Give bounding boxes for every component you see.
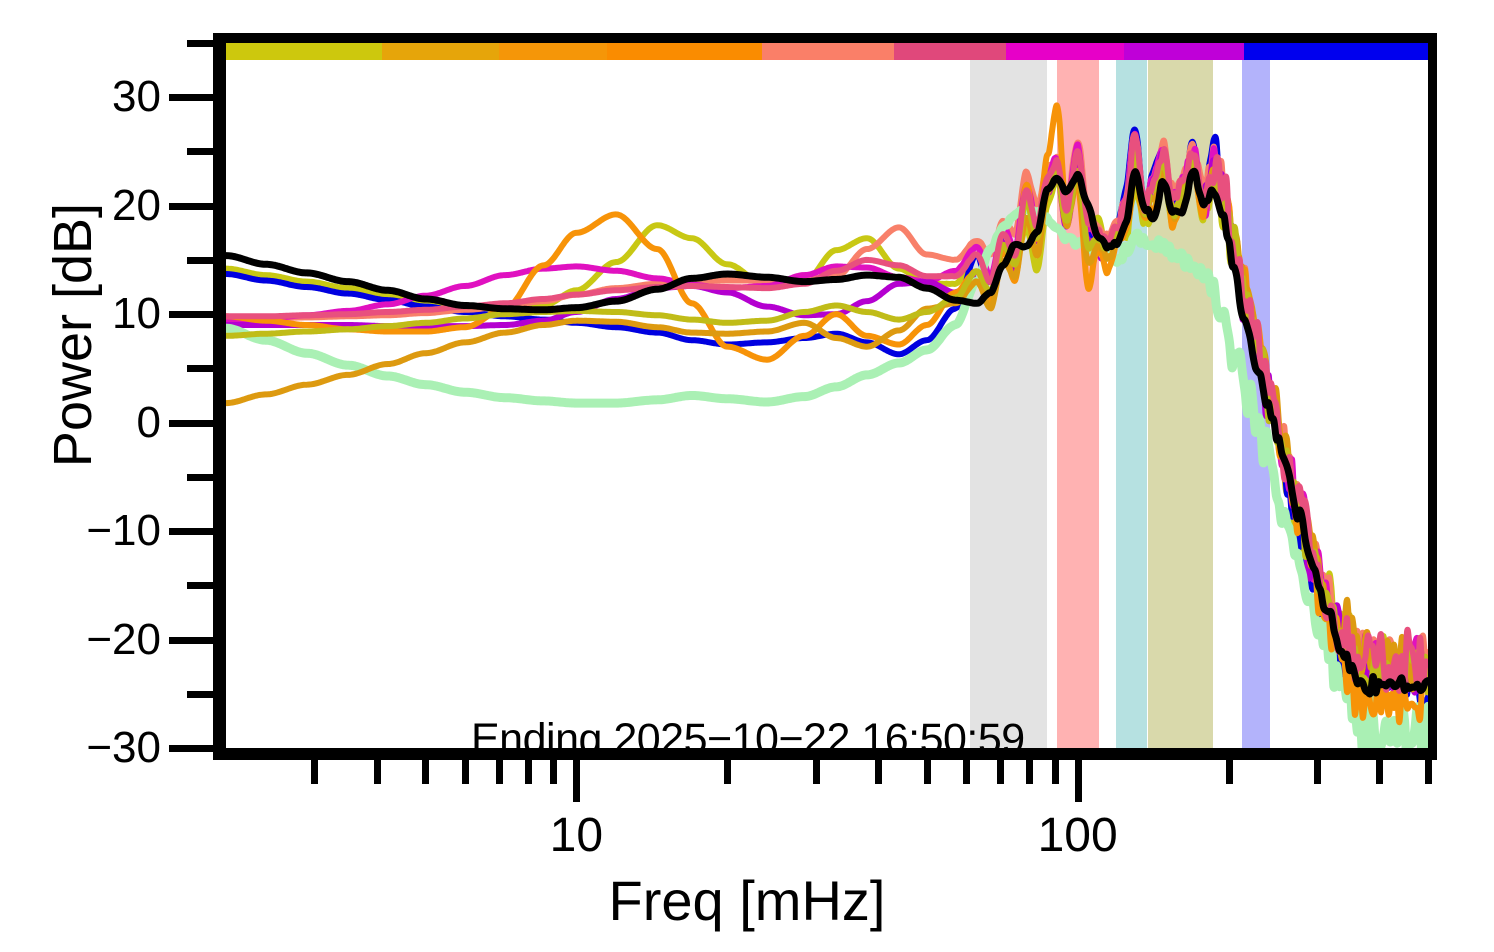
seg-gold [382,43,499,60]
y-tick-label: 30 [112,72,161,122]
x-tick-minor [422,760,430,784]
y-tick-minor [187,690,213,698]
x-axis-title: Freq [mHz] [608,869,886,932]
y-tick-major [169,94,213,102]
curve-curve-lightgreen [226,204,1428,748]
x-tick-minor [724,760,732,784]
x-tick-minor [875,760,883,784]
y-tick-minor [187,365,213,373]
x-tick-label: 100 [1037,809,1118,862]
curve-curve-olive [226,153,1428,697]
y-tick-minor [187,473,213,481]
y-tick-minor [187,40,213,47]
y-tick-label: 10 [112,289,161,339]
x-tick-minor [524,760,532,784]
x-tick-major [573,760,581,802]
x-tick-minor [923,760,931,784]
y-tick-major [169,202,213,210]
x-tick-major [1074,760,1082,802]
x-tick-minor [550,760,558,784]
curve-curve-goldenrod [226,153,1428,693]
y-tick-major [169,311,213,319]
annotation-text: Ending 2025−10−22 16:50:59 [471,715,1025,748]
seg-orange [606,43,763,60]
x-tick-minor [1051,760,1059,784]
x-tick-minor [1425,760,1432,784]
y-tick-label: 20 [112,180,161,230]
x-tick-minor [1376,760,1384,784]
y-tick-major [169,745,213,752]
y-tick-minor [187,582,213,590]
curve-curve-crimson [226,131,1428,694]
seg-magenta [1006,43,1125,60]
y-tick-label: −20 [86,614,161,664]
curve-curve-purple [226,140,1428,700]
y-tick-minor [187,148,213,156]
x-axis: Freq [mHz] 10 100 [0,760,1494,952]
y-axis: Power [dB] 30 20 10 0 −10 −20 −30 [0,0,213,800]
y-tick-major [169,528,213,536]
category-color-bar [226,43,1428,60]
seg-yellow [226,43,383,60]
y-tick-label: 0 [136,397,161,447]
seg-crimson-pink [893,43,1007,60]
x-tick-minor [1026,760,1034,784]
plot-frame [213,33,1437,760]
x-tick-minor [495,760,503,784]
y-tick-label: −30 [86,723,161,772]
curve-curve-blue [226,126,1428,712]
x-tick-minor [1313,760,1321,784]
y-axis-title-wrap: Power [dB] [36,203,103,467]
x-tick-minor [996,760,1004,784]
y-tick-minor [187,256,213,264]
curve-curve-magenta [226,130,1428,710]
x-tick-minor [812,760,820,784]
plot-area: Ending 2025−10−22 16:50:59 [226,43,1428,748]
seg-amber [498,43,607,60]
x-tick-minor [311,760,319,784]
seg-purple [1124,43,1245,60]
curve-mean [226,167,1428,698]
y-tick-major [169,636,213,644]
x-tick-minor [1225,760,1233,784]
band-gray [970,60,1048,748]
y-tick-label: −10 [86,506,161,556]
curve-curve-olive-2 [226,149,1428,696]
seg-salmon [762,43,894,60]
spectrum-curves [226,102,1428,748]
x-tick-minor [462,760,470,784]
x-tick-minor [963,760,971,784]
x-tick-label: 10 [549,809,604,862]
x-tick-minor [373,760,381,784]
seg-blue [1244,43,1428,60]
y-tick-major [169,419,213,427]
